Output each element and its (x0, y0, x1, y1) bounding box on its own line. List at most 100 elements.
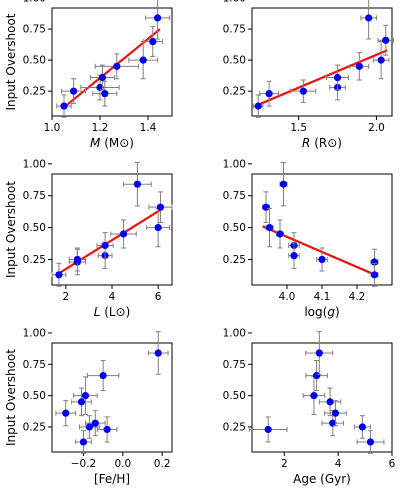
marker (119, 230, 128, 238)
marker (333, 73, 342, 82)
marker (85, 423, 93, 431)
y-axis-label: Input Overshoot (4, 13, 18, 110)
marker (265, 223, 274, 232)
marker (60, 102, 68, 110)
marker (73, 255, 81, 264)
data-point (147, 331, 169, 375)
data-point (96, 232, 114, 259)
data-point (279, 162, 288, 207)
marker (154, 349, 162, 357)
marker (318, 255, 326, 264)
panel-3: 2 4 6 0.25 0.50 0.75 1.00 L (L⊙) Input Overshoot (4, 158, 173, 319)
data-point (360, 0, 377, 40)
data-point (79, 415, 100, 439)
x-axis-label-variable: g (327, 305, 335, 319)
data-point (349, 52, 370, 81)
x-axis-label: Age (Gyr) (293, 472, 351, 486)
marker (55, 271, 63, 279)
y-tick-label: 0.50 (23, 222, 46, 234)
y-tick-label: 1.00 (23, 158, 46, 170)
marker (370, 271, 379, 279)
y-tick-label: 0.25 (223, 254, 246, 266)
data-point (372, 41, 390, 80)
x-axis-label: L (L⊙) (94, 305, 131, 319)
y-tick-label: 0.25 (223, 421, 246, 433)
marker (79, 438, 88, 446)
x-tick-label: 4.1 (314, 291, 331, 303)
x-axis-label: M (M⊙) (90, 136, 134, 150)
data-point (84, 410, 106, 437)
data-point (353, 415, 371, 439)
marker (62, 409, 70, 417)
panel-4: 4.0 4.1 4.2 0.25 0.50 0.75 1.00 log(g) (223, 158, 393, 319)
y-tick-label: 0.50 (223, 55, 246, 67)
marker (264, 425, 272, 434)
x-axis-label-unit: (M⊙) (100, 136, 134, 150)
x-axis-label: R (R⊙) (302, 136, 342, 150)
data-point (259, 80, 279, 107)
marker (329, 419, 337, 427)
data-point (56, 94, 72, 118)
data-point (148, 191, 173, 223)
x-axis-label-unit: (L⊙) (100, 305, 130, 319)
marker (70, 87, 78, 95)
axes-frame (51, 7, 173, 117)
panel-5: −0.2 0.0 0.2 0.25 0.50 0.75 1.00 [Fe/H] Input Ov… (4, 327, 173, 486)
data-point (89, 64, 115, 91)
data-point (370, 262, 379, 287)
marker (365, 14, 373, 22)
marker (310, 392, 318, 400)
y-tick-label: 0.75 (223, 190, 246, 202)
marker (276, 230, 284, 238)
panel-1: 1.0 1.2 1.4 0.25 0.50 0.75 1.00 M (M⊙) Input Ove… (4, 0, 173, 150)
y-tick-label: 0.50 (23, 55, 46, 67)
marker (358, 423, 366, 431)
marker (96, 83, 104, 92)
y-tick-label: 1.00 (223, 327, 246, 339)
marker (101, 241, 109, 250)
data-point (302, 376, 326, 415)
data-point (145, 0, 171, 40)
marker (326, 398, 334, 406)
x-tick-label: 4.0 (279, 291, 296, 303)
y-tick-label: 1.00 (23, 327, 46, 339)
x-tick-label: 2.0 (368, 122, 385, 134)
y-axis-label: Input Overshoot (4, 349, 18, 446)
data-point (290, 79, 317, 103)
data-point (68, 247, 86, 272)
x-tick-label: 1.0 (44, 122, 61, 134)
data-point (146, 207, 171, 248)
data-point (61, 78, 87, 105)
x-tick-label: 6 (155, 291, 162, 303)
y-tick-label: 0.50 (223, 390, 246, 402)
x-tick-label: 4 (335, 458, 342, 470)
data-point (377, 24, 395, 56)
y-tick-label: 0.50 (223, 222, 246, 234)
marker (366, 438, 375, 446)
fit-line (63, 28, 161, 109)
data-point (262, 191, 270, 223)
y-tick-label: 1.00 (23, 0, 46, 5)
marker (133, 180, 141, 188)
data-point (75, 430, 92, 454)
data-point (324, 400, 347, 427)
marker (103, 425, 111, 434)
axes-frame (251, 7, 393, 117)
data-point (288, 242, 300, 269)
y-tick-label: 0.25 (23, 86, 46, 98)
x-tick-label: 1.5 (290, 122, 307, 134)
y-tick-label: 0.75 (23, 24, 46, 36)
marker (81, 392, 90, 400)
marker (262, 203, 270, 211)
y-tick-label: 1.00 (223, 158, 246, 170)
data-point (316, 247, 328, 272)
x-axis-label-unit: (R⊙) (310, 136, 342, 150)
x-axis-label-variable: R (302, 136, 310, 150)
marker (370, 258, 379, 266)
marker (299, 87, 307, 95)
marker (377, 56, 385, 64)
marker (77, 398, 86, 406)
data-point (55, 400, 77, 427)
marker (99, 371, 107, 380)
